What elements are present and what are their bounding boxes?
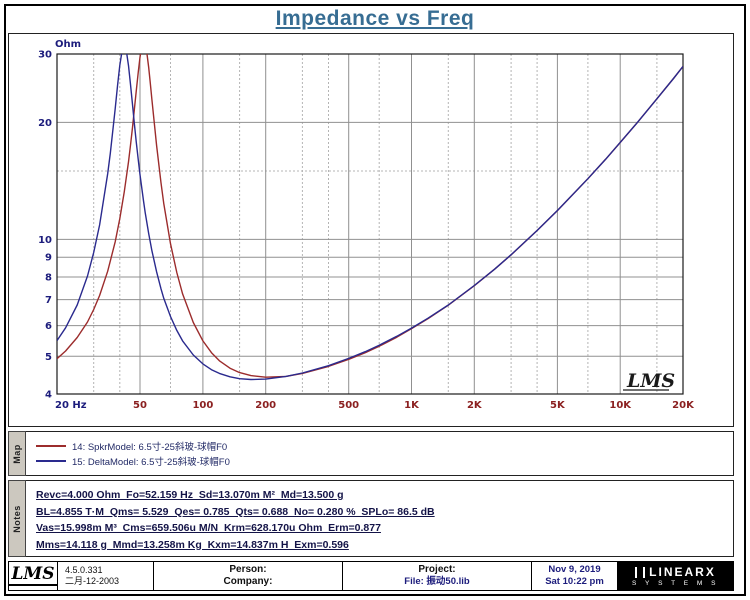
svg-text:4: 4	[45, 390, 52, 401]
svg-text:30: 30	[38, 50, 52, 61]
legend-color-line-blue	[36, 459, 66, 462]
version-text: 4.5.0.331	[65, 565, 103, 575]
project-box: Project: File: 振动50.lib	[342, 562, 531, 590]
note-line-revc: Revc=4.000 Ohm Fo=52.159 Hz Sd=13.070m M…	[36, 489, 344, 501]
notes-box: Revc=4.000 Ohm Fo=52.159 Hz Sd=13.070m M…	[26, 480, 734, 557]
svg-text:5: 5	[45, 352, 52, 363]
lms-logo-box: LMS	[9, 562, 57, 590]
date-text: Nov 9, 2019	[548, 564, 601, 575]
linearx-bars-icon	[635, 566, 646, 578]
svg-text:20 Hz: 20 Hz	[55, 400, 87, 411]
svg-text:20: 20	[38, 118, 52, 129]
svg-text:Ohm: Ohm	[55, 39, 81, 50]
svg-text:200: 200	[255, 400, 276, 411]
svg-text:1K: 1K	[404, 400, 420, 411]
map-panel: Map 14: SpkrModel: 6.5寸-25斜玻-球帽F0 15: De…	[8, 431, 734, 476]
version-box: 4.5.0.331 二月-12-2003	[57, 562, 153, 590]
person-box: Person: Company:	[153, 562, 342, 590]
status-bar: LMS 4.5.0.331 二月-12-2003 Person: Company…	[8, 561, 734, 591]
lms-logo: LMS	[9, 566, 57, 586]
svg-text:6: 6	[45, 321, 52, 332]
file-label: File: 振动50.lib	[404, 576, 470, 587]
svg-text:20K: 20K	[672, 400, 695, 411]
project-label: Project:	[418, 564, 456, 575]
time-text: Sat 10:22 pm	[545, 576, 604, 587]
impedance-chart-frame: 20 Hz 50 100 200 500 1K 2K 5K 10K 20K 30 20 10 9 8 7 6 5 4…	[8, 33, 734, 427]
notes-panel: Notes Revc=4.000 Ohm Fo=52.159 Hz Sd=13.…	[8, 480, 734, 557]
svg-text:5K: 5K	[550, 400, 566, 411]
map-legend-box: 14: SpkrModel: 6.5寸-25斜玻-球帽F0 15: DeltaM…	[26, 431, 734, 476]
person-label: Person:	[229, 564, 267, 575]
note-line-bl: BL=4.855 T·M Qms= 5.529 Qes= 0.785 Qts= …	[36, 505, 435, 518]
svg-text:50: 50	[133, 400, 147, 411]
svg-text:8: 8	[45, 273, 52, 284]
note-line-vas: Vas=15.998m M³ Cms=659.506u M/N Krm=628.…	[36, 522, 381, 534]
svg-text:LMS: LMS	[626, 370, 675, 392]
svg-text:10: 10	[38, 235, 52, 246]
map-tab[interactable]: Map	[8, 431, 26, 476]
svg-text:100: 100	[192, 400, 213, 411]
company-label: Company:	[223, 576, 273, 587]
map-tab-label: Map	[12, 443, 22, 464]
page-title: Impedance vs Freq	[275, 7, 475, 30]
legend-item-deltamodel[interactable]: 15: DeltaModel: 6.5寸-25斜玻-球帽F0	[36, 453, 733, 468]
linearx-logo: LINEARX S Y S T E M S	[617, 562, 733, 590]
build-date-text: 二月-12-2003	[65, 576, 120, 586]
legend-color-line-red	[36, 444, 66, 447]
notes-tab[interactable]: Notes	[8, 480, 26, 557]
impedance-chart-canvas: 20 Hz 50 100 200 500 1K 2K 5K 10K 20K 30 20 10 9 8 7 6 5 4…	[38, 39, 695, 411]
note-line-mms: Mms=14.118 g Mmd=13.258m Kg Kxm=14.837m …	[36, 538, 349, 551]
lms-report-page: Impedance vs Freq 20 Hz 50 100 200 500 1K 2K 5K…	[4, 4, 746, 596]
linearx-brand-text: LINEARX	[649, 565, 716, 579]
svg-text:9: 9	[45, 253, 52, 264]
svg-text:2K: 2K	[467, 400, 483, 411]
svg-text:500: 500	[338, 400, 359, 411]
linearx-systems-text: S Y S T E M S	[632, 580, 719, 587]
datetime-box: Nov 9, 2019 Sat 10:22 pm	[531, 562, 617, 590]
svg-text:10K: 10K	[609, 400, 632, 411]
notes-tab-label: Notes	[12, 504, 23, 533]
legend-item-spkrmodel[interactable]: 14: SpkrModel: 6.5寸-25斜玻-球帽F0	[36, 438, 733, 453]
legend-label-deltamodel: 15: DeltaModel: 6.5寸-25斜玻-球帽F0	[72, 456, 230, 468]
svg-text:7: 7	[45, 295, 52, 306]
legend-label-spkrmodel: 14: SpkrModel: 6.5寸-25斜玻-球帽F0	[72, 441, 228, 453]
